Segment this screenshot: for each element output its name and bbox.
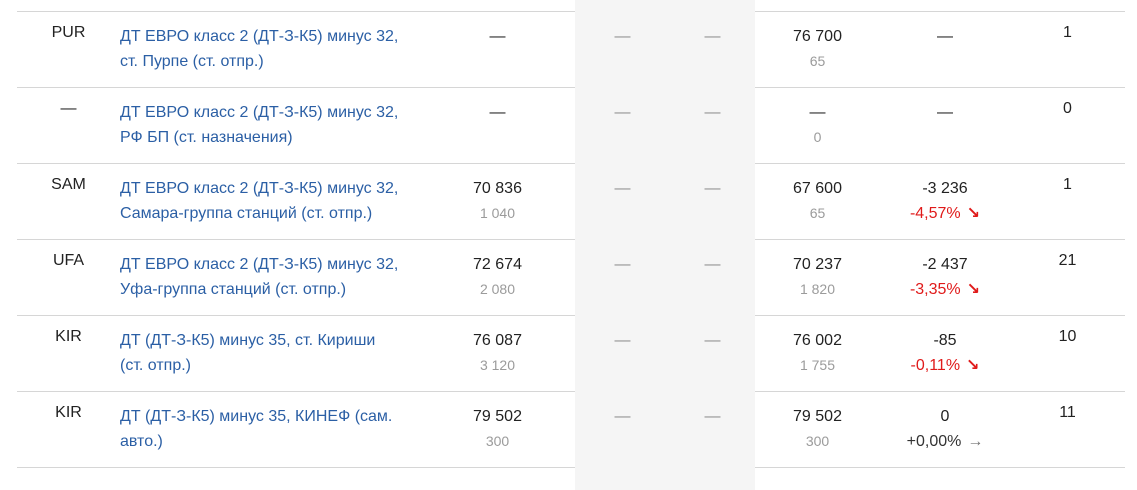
price1-value: 70 836 — [473, 180, 522, 197]
change-cell: 0 +0,00% → — [880, 391, 1010, 468]
price1-value: — — [489, 104, 506, 121]
change-value: -3 236 — [922, 180, 968, 197]
change-percent: -4,57% ↘ — [909, 205, 981, 222]
price1-cell: 79 502 300 — [420, 391, 575, 468]
price2-cell: 67 600 65 — [755, 163, 880, 240]
empty-metric-cell: — — [614, 27, 631, 45]
trend-flat-icon: → — [967, 433, 984, 450]
price1-volume: 1 040 — [479, 205, 516, 221]
change-percent: +0,00% → — [906, 433, 984, 450]
instrument-link[interactable]: ДТ (ДТ-З-К5) минус 35, КИНЕФ (сам. авто.… — [120, 408, 393, 450]
change-value: — — [937, 104, 953, 121]
instrument-name-cell: ДТ ЕВРО класс 2 (ДТ-З-К5) минус 32, Уфа-… — [120, 239, 420, 316]
instruments-price-table: PUR ДТ ЕВРО класс 2 (ДТ-З-К5) минус 32, … — [17, 11, 1125, 468]
price1-cell: — — [420, 11, 575, 88]
price2-volume: 0 — [813, 129, 822, 145]
change-cell: -2 437 -3,35% ↘ — [880, 239, 1010, 316]
change-value: 0 — [940, 408, 950, 425]
highlight-column-band — [575, 0, 755, 490]
price1-value: — — [489, 28, 506, 45]
price1-cell: 72 674 2 080 — [420, 239, 575, 316]
price2-volume: 65 — [809, 205, 826, 221]
empty-metric-cell: — — [614, 103, 631, 121]
price2-value: 79 502 — [793, 408, 842, 425]
empty-metric-cell: — — [614, 255, 631, 273]
instrument-name-cell: ДТ (ДТ-З-К5) минус 35, КИНЕФ (сам. авто.… — [120, 391, 420, 468]
change-value: -85 — [933, 332, 957, 349]
price2-cell: 79 502 300 — [755, 391, 880, 468]
price2-cell: 76 002 1 755 — [755, 315, 880, 392]
instrument-link[interactable]: ДТ ЕВРО класс 2 (ДТ-З-К5) минус 32, Уфа-… — [120, 256, 399, 298]
change-cell: — — [880, 87, 1010, 164]
price1-cell: — — [420, 87, 575, 164]
price1-value: 72 674 — [473, 256, 522, 273]
change-value: -2 437 — [922, 256, 968, 273]
instrument-name-cell: ДТ ЕВРО класс 2 (ДТ-З-К5) минус 32, ст. … — [120, 11, 420, 88]
empty-metric-cell: — — [704, 407, 721, 425]
empty-metric-cell: — — [704, 331, 721, 349]
instrument-link[interactable]: ДТ (ДТ-З-К5) минус 35, ст. Кириши (ст. о… — [120, 332, 376, 374]
price2-value: 70 237 — [793, 256, 842, 273]
change-cell: — — [880, 11, 1010, 88]
deals-count: 1 — [1010, 163, 1125, 240]
instrument-code: KIR — [17, 315, 120, 392]
change-cell: -3 236 -4,57% ↘ — [880, 163, 1010, 240]
table-row: UFA ДТ ЕВРО класс 2 (ДТ-З-К5) минус 32, … — [17, 239, 1125, 316]
instrument-code: UFA — [17, 239, 120, 316]
instrument-name-cell: ДТ ЕВРО класс 2 (ДТ-З-К5) минус 32, РФ Б… — [120, 87, 420, 164]
table-row: KIR ДТ (ДТ-З-К5) минус 35, КИНЕФ (сам. а… — [17, 391, 1125, 468]
table-row: PUR ДТ ЕВРО класс 2 (ДТ-З-К5) минус 32, … — [17, 11, 1125, 88]
instrument-code: SAM — [17, 163, 120, 240]
instrument-name-cell: ДТ ЕВРО класс 2 (ДТ-З-К5) минус 32, Сама… — [120, 163, 420, 240]
empty-metric-cell: — — [614, 179, 631, 197]
change-percent: -0,11% ↘ — [910, 357, 980, 374]
price1-cell: 70 836 1 040 — [420, 163, 575, 240]
deals-count: 1 — [1010, 11, 1125, 88]
price2-volume: 1 820 — [799, 281, 836, 297]
deals-count: 10 — [1010, 315, 1125, 392]
empty-metric-cell: — — [614, 331, 631, 349]
price2-value: — — [809, 104, 826, 121]
empty-metric-cell: — — [614, 407, 631, 425]
price2-cell: — 0 — [755, 87, 880, 164]
empty-metric-cell: — — [704, 27, 721, 45]
price2-value: 67 600 — [793, 180, 842, 197]
price2-volume: 65 — [809, 53, 826, 69]
price1-value: 79 502 — [473, 408, 522, 425]
instrument-code: — — [17, 87, 120, 164]
trend-down-icon: ↘ — [966, 357, 980, 374]
price2-cell: 70 237 1 820 — [755, 239, 880, 316]
empty-metric-cell: — — [704, 255, 721, 273]
empty-metric-cell: — — [704, 179, 721, 197]
change-value: — — [937, 28, 953, 45]
instrument-name-cell: ДТ (ДТ-З-К5) минус 35, ст. Кириши (ст. о… — [120, 315, 420, 392]
price1-cell: 76 087 3 120 — [420, 315, 575, 392]
price1-volume: 3 120 — [479, 357, 516, 373]
price1-volume: 2 080 — [479, 281, 516, 297]
change-cell: -85 -0,11% ↘ — [880, 315, 1010, 392]
price1-volume: 300 — [485, 433, 510, 449]
instrument-link[interactable]: ДТ ЕВРО класс 2 (ДТ-З-К5) минус 32, Сама… — [120, 180, 399, 222]
deals-count: 21 — [1010, 239, 1125, 316]
empty-metric-cell: — — [704, 103, 721, 121]
price1-value: 76 087 — [473, 332, 522, 349]
table-row: KIR ДТ (ДТ-З-К5) минус 35, ст. Кириши (с… — [17, 315, 1125, 392]
change-percent: -3,35% ↘ — [909, 281, 981, 298]
deals-count: 11 — [1010, 391, 1125, 468]
price2-volume: 300 — [805, 433, 830, 449]
price2-volume: 1 755 — [799, 357, 836, 373]
trend-down-icon: ↘ — [966, 205, 981, 222]
deals-count: 0 — [1010, 87, 1125, 164]
table-row: — ДТ ЕВРО класс 2 (ДТ-З-К5) минус 32, РФ… — [17, 87, 1125, 164]
trend-down-icon: ↘ — [966, 281, 981, 298]
instrument-code: KIR — [17, 391, 120, 468]
table-row: SAM ДТ ЕВРО класс 2 (ДТ-З-К5) минус 32, … — [17, 163, 1125, 240]
price2-cell: 76 700 65 — [755, 11, 880, 88]
price2-value: 76 002 — [793, 332, 842, 349]
instrument-link[interactable]: ДТ ЕВРО класс 2 (ДТ-З-К5) минус 32, РФ Б… — [120, 104, 399, 146]
instrument-link[interactable]: ДТ ЕВРО класс 2 (ДТ-З-К5) минус 32, ст. … — [120, 28, 399, 70]
instrument-code: PUR — [17, 11, 120, 88]
price2-value: 76 700 — [793, 28, 842, 45]
